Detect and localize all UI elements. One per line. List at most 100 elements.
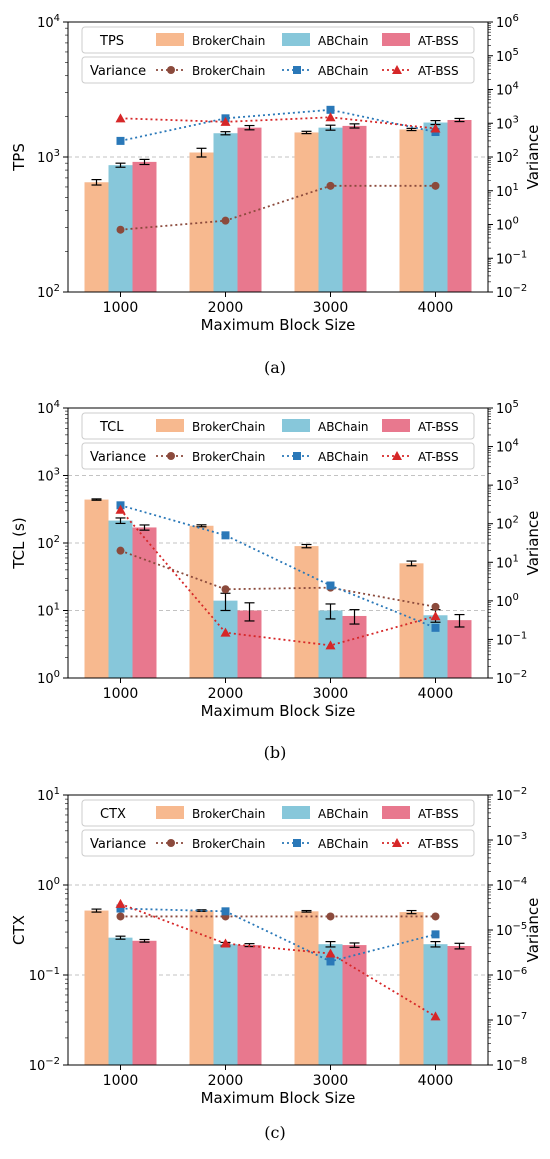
x-tick-label: 3000 <box>313 686 349 702</box>
y-tick-label: 104 <box>37 13 60 31</box>
y-tick-label: 103 <box>37 148 60 166</box>
y2-tick-label: 101 <box>496 182 519 200</box>
y2-tick-label: 105 <box>496 47 519 65</box>
legend-label: AT-BSS <box>418 420 459 434</box>
y-tick-label: 10−1 <box>29 966 60 984</box>
y2-tick-label: 103 <box>496 114 519 132</box>
variance-line-at-bss <box>120 903 436 1018</box>
variance-point-brokerchain <box>116 225 125 234</box>
y-tick-label: 10−2 <box>29 1056 60 1074</box>
variance-point-at-bss <box>325 948 336 958</box>
y2-tick-label: 102 <box>496 515 519 533</box>
variance-point-abchain <box>221 531 230 540</box>
bar-at-bss <box>447 946 472 1065</box>
y-tick-label: 101 <box>37 602 60 620</box>
legend-label: ABChain <box>318 450 369 464</box>
bar-abchain <box>423 122 448 292</box>
y-axis-label: TPS <box>10 143 28 172</box>
variance-point-at-bss <box>115 113 126 123</box>
legend-bar-title: TCL <box>99 420 124 435</box>
legend-bars: TPS BrokerChain ABChain AT-BSS <box>81 26 475 54</box>
legend-marker-at-bss <box>392 838 402 847</box>
bar-abchain <box>213 944 238 1065</box>
variance-point-at-bss <box>220 938 231 948</box>
variance-point-at-bss <box>115 504 126 514</box>
bar-at-bss <box>132 940 157 1065</box>
legend-marker-brokerchain <box>167 839 175 847</box>
x-axis-label: Maximum Block Size <box>201 702 356 720</box>
bar-brokerchain <box>84 499 109 678</box>
y2-tick-label: 10−7 <box>496 1011 527 1029</box>
bar-at-bss <box>237 610 262 678</box>
y2-tick-label: 106 <box>496 13 519 31</box>
bar-at-bss <box>447 620 472 678</box>
variance-point-brokerchain <box>431 912 440 921</box>
variance-point-brokerchain <box>116 546 125 555</box>
x-tick-label: 4000 <box>418 300 454 316</box>
bar-brokerchain <box>294 911 319 1065</box>
variance-point-at-bss <box>220 116 231 126</box>
bar-brokerchain <box>294 546 319 678</box>
y2-axis-label: Variance <box>524 511 542 576</box>
legend-swatch-brokerchain <box>156 806 184 819</box>
legend-label: BrokerChain <box>192 837 265 851</box>
y2-tick-label: 10−3 <box>496 831 527 849</box>
variance-point-at-bss <box>220 627 231 637</box>
y-axis-label: TCL (s) <box>10 517 28 569</box>
bar-abchain <box>108 937 133 1065</box>
legend-label: BrokerChain <box>192 807 265 821</box>
x-tick-label: 1000 <box>103 1073 139 1089</box>
legend-box <box>81 26 475 54</box>
variance-point-abchain <box>116 904 125 913</box>
variance-point-abchain <box>326 105 335 114</box>
bar-brokerchain <box>84 182 109 292</box>
y2-tick-label: 100 <box>496 216 519 234</box>
variance-point-abchain <box>326 957 335 966</box>
legend-label: ABChain <box>318 807 369 821</box>
variance-point-at-bss <box>430 611 441 621</box>
variance-point-brokerchain <box>326 912 335 921</box>
variance-point-abchain <box>116 136 125 145</box>
bar-at-bss <box>342 125 367 292</box>
variance-point-brokerchain <box>431 602 440 611</box>
legend-label: AT-BSS <box>418 450 459 464</box>
chart-panel-3: 10−2 10−1 100 101 10−8 10−7 10−6 10−5 10−4 10−3 10… <box>10 786 542 1142</box>
x-tick-label: 4000 <box>418 686 454 702</box>
y2-tick-label: 10−8 <box>496 1056 527 1074</box>
legend-label: ABChain <box>318 420 369 434</box>
y2-tick-label: 100 <box>496 592 519 610</box>
y2-tick-label: 105 <box>496 399 519 417</box>
bar-brokerchain <box>399 912 424 1065</box>
bar-at-bss <box>237 945 262 1065</box>
y2-axis-label: Variance <box>524 898 542 963</box>
y2-tick-label: 10−4 <box>496 876 527 894</box>
variance-point-brokerchain <box>221 585 230 594</box>
bar-at-bss <box>447 119 472 292</box>
variance-line-abchain <box>120 504 436 629</box>
x-tick-label: 2000 <box>208 1073 244 1089</box>
legend-variance: Variance BrokerChain ABChain AT-BSS <box>81 56 475 84</box>
y2-tick-label: 102 <box>496 148 519 166</box>
legend-bar-title: CTX <box>100 807 126 822</box>
y2-tick-label: 10−2 <box>496 669 527 687</box>
legend-bar-title: TPS <box>99 34 124 49</box>
variance-line-at-bss <box>119 509 436 647</box>
legend-line-title: Variance <box>90 450 146 465</box>
variance-point-brokerchain <box>326 181 335 190</box>
y2-tick-label: 10−6 <box>496 966 527 984</box>
bar-brokerchain <box>294 132 319 292</box>
legend-label: BrokerChain <box>192 64 265 78</box>
legend-bars: CTX BrokerChain ABChain AT-BSS <box>81 799 475 827</box>
panel-caption: (a) <box>264 358 286 377</box>
legend-box <box>81 56 475 84</box>
legend-swatch-at-bss <box>382 806 410 819</box>
bar-at-bss <box>132 527 157 678</box>
legend-marker-at-bss <box>392 451 402 460</box>
bar-abchain <box>213 600 238 678</box>
bar-at-bss <box>342 615 367 678</box>
chart-panel-1: 102 103 104 10−2 10−1 100 101 102 103 104 105 106 10… <box>10 13 542 377</box>
panel-caption: (b) <box>264 743 287 762</box>
legend-marker-brokerchain <box>167 66 175 74</box>
y-axis-label: CTX <box>10 915 28 945</box>
